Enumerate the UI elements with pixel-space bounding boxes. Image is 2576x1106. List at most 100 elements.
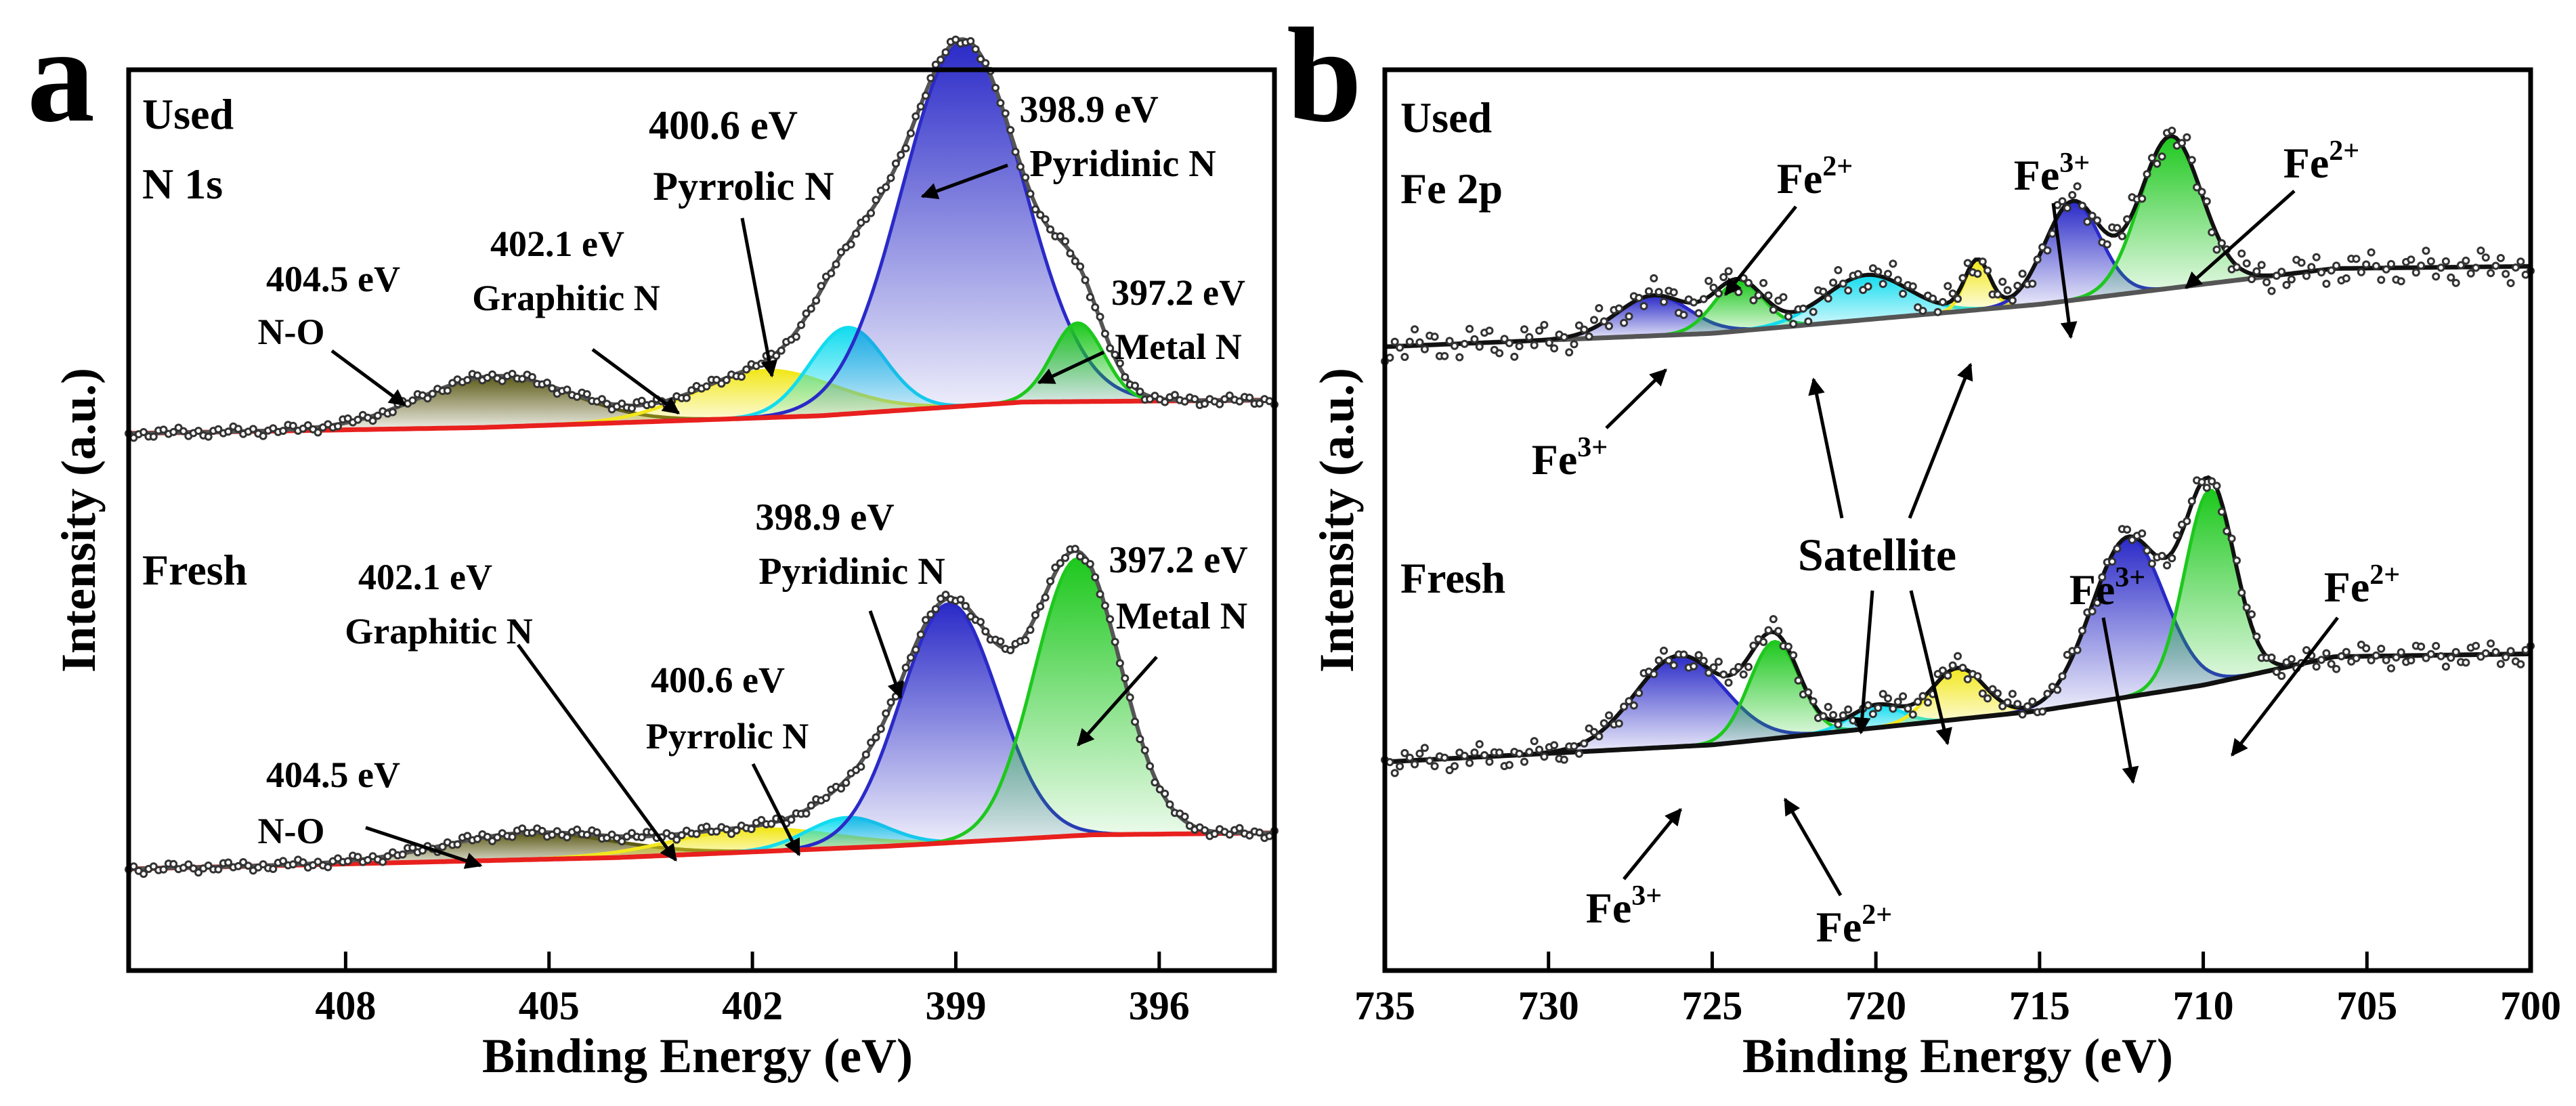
data-point (1998, 702, 2007, 710)
data-point (628, 404, 636, 412)
data-point (463, 832, 472, 841)
data-point (1560, 333, 1568, 341)
data-point (2437, 652, 2445, 660)
data-point (2088, 607, 2097, 616)
data-point (1694, 651, 1703, 660)
data-point (2516, 660, 2525, 668)
data-point (2018, 270, 2027, 278)
data-point (1889, 704, 1897, 713)
data-point (2008, 296, 2017, 305)
data-point (2267, 286, 2276, 295)
panel-b-used-annotations: Fe2+ Fe3+ Fe2+ Fe3+ (1532, 135, 2359, 519)
data-point (1400, 353, 1409, 361)
data-point (1585, 332, 1593, 341)
data-point (1958, 274, 1967, 282)
data-point (677, 831, 686, 840)
data-point (941, 591, 950, 599)
data-point (1963, 675, 1972, 683)
data-point (1255, 399, 1264, 408)
x-tick-label: 725 (1681, 983, 1742, 1028)
data-point (1550, 344, 1559, 353)
data-point (2048, 230, 2057, 238)
data-point (1754, 291, 1763, 299)
data-point (1170, 391, 1179, 400)
x-tick-label: 730 (1518, 983, 1579, 1028)
data-point (1225, 391, 1234, 400)
data-point (1744, 662, 1753, 671)
data-point (802, 309, 811, 318)
data-point (2073, 645, 2082, 654)
data-point (234, 862, 242, 870)
data-point (1525, 333, 1534, 341)
data-point (1475, 342, 1484, 351)
annotation-label: Metal N (1115, 326, 1241, 367)
data-point (1734, 662, 1743, 671)
data-point (1844, 286, 1853, 295)
data-point (1161, 398, 1169, 406)
data-point (628, 829, 636, 837)
data-point (1829, 278, 1838, 287)
data-point (857, 763, 865, 771)
data-point (837, 784, 845, 793)
data-point (1495, 748, 1504, 757)
fe-label: Fe2+ (1777, 151, 1853, 203)
data-point (1724, 267, 1733, 276)
annotation-arrow (1909, 590, 1952, 746)
data-point (1660, 646, 1668, 655)
data-point (1719, 273, 1728, 282)
data-point (911, 112, 920, 121)
data-point (2168, 127, 2176, 135)
data-point (886, 173, 895, 182)
data-point (916, 102, 925, 111)
data-point (1016, 163, 1025, 171)
data-point (2377, 276, 2386, 284)
data-point (1475, 740, 1484, 748)
data-point (1730, 667, 1738, 676)
data-point (1884, 694, 1892, 703)
panel-a-n1s-label: N 1s (142, 160, 223, 208)
data-point (1809, 307, 1818, 316)
data-point (976, 618, 985, 626)
data-point (1451, 762, 1459, 771)
data-point (194, 868, 202, 877)
data-point (1993, 290, 2002, 299)
data-point (2481, 649, 2490, 658)
annotation-arrow (2231, 616, 2339, 757)
data-point (1091, 573, 1100, 582)
annotation-energy: 402.1 eV (490, 224, 624, 264)
data-point (1255, 828, 1264, 837)
data-point (314, 857, 322, 866)
data-point (2302, 272, 2311, 280)
fe-label: Fe3+ (1532, 432, 1608, 484)
data-point (2023, 702, 2032, 710)
data-point (1530, 341, 1539, 349)
data-point (2382, 656, 2390, 664)
data-point (563, 385, 572, 394)
data-point (2457, 261, 2465, 270)
data-point (1993, 689, 2002, 698)
data-point (1235, 397, 1244, 406)
data-point (2202, 484, 2211, 492)
data-point (1500, 335, 1509, 343)
data-point (692, 830, 701, 838)
data-point (2371, 261, 2380, 270)
data-point (867, 738, 876, 747)
data-point (2382, 265, 2390, 274)
data-point (1081, 276, 1090, 284)
data-point (582, 830, 591, 839)
data-point (2063, 650, 2071, 659)
annotation-energy: 400.6 eV (649, 103, 798, 148)
data-point (2227, 534, 2236, 543)
data-point (846, 240, 855, 249)
data-point (682, 394, 691, 402)
annotation-arrow (2101, 617, 2139, 784)
annotation-label: N-O (258, 312, 325, 352)
data-point (1590, 727, 1598, 736)
annotation-label: Metal N (1116, 595, 1247, 637)
data-point (1470, 748, 1479, 757)
data-point (1874, 704, 1883, 712)
data-point (1918, 692, 1927, 700)
data-point (2327, 266, 2336, 275)
data-point (2013, 700, 2022, 708)
annotation-energy: 397.2 eV (1111, 272, 1245, 313)
